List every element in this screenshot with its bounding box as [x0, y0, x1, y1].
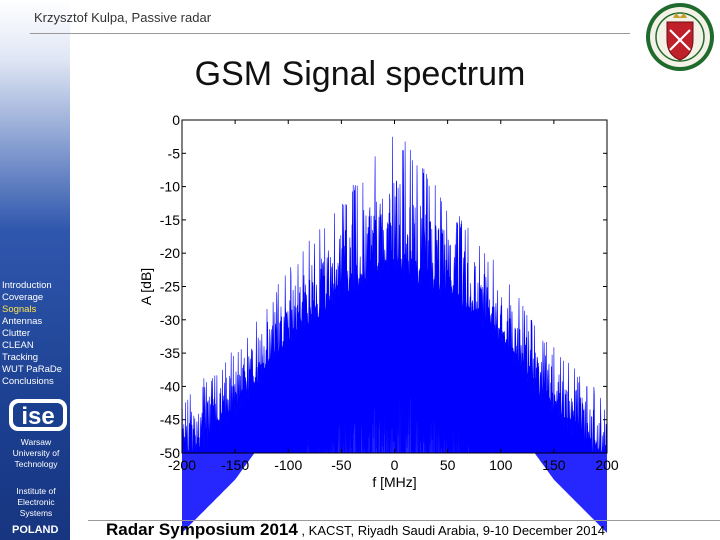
svg-text:ise: ise — [21, 403, 54, 430]
signal-dense-band — [182, 333, 607, 533]
sidebar-item-wut-parade[interactable]: WUT PaRaDe — [2, 364, 63, 375]
y-tick-label: -5 — [168, 145, 181, 161]
x-tick-label: 50 — [440, 457, 456, 473]
ise-logo-icon: ise — [9, 399, 67, 431]
x-tick-label: -200 — [168, 457, 196, 473]
university-name: Warsaw University of Technology — [0, 437, 72, 470]
header-divider — [30, 33, 630, 34]
institute-line: Institute of — [16, 486, 56, 496]
x-tick-label: 100 — [489, 457, 513, 473]
x-tick-label: -100 — [274, 457, 302, 473]
y-axis-label: A [dB] — [138, 268, 154, 305]
x-tick-label: 0 — [391, 457, 399, 473]
sidebar-item-clutter[interactable]: Clutter — [2, 328, 30, 339]
y-tick-label: -30 — [160, 312, 180, 328]
y-tick-label: -35 — [160, 345, 180, 361]
footer: Radar Symposium 2014 , KACST, Riyadh Sau… — [106, 520, 605, 540]
sidebar-nav: Introduction Coverage Sognals Antennas C… — [2, 280, 62, 388]
footer-details: , KACST, Riyadh Saudi Arabia, 9-10 Decem… — [297, 523, 605, 538]
sidebar-item-coverage[interactable]: Coverage — [2, 292, 44, 303]
x-tick-label: -150 — [221, 457, 249, 473]
y-tick-label: -40 — [160, 378, 180, 394]
slide-title: GSM Signal spectrum — [194, 55, 526, 93]
x-tick-label: 200 — [595, 457, 619, 473]
sidebar-item-signals[interactable]: Sognals — [2, 304, 37, 315]
y-tick-label: -50 — [160, 445, 180, 461]
y-tick-label: -10 — [160, 179, 180, 195]
y-tick-label: 0 — [172, 112, 180, 128]
university-crest-icon — [646, 3, 714, 71]
institute-name: Institute of Electronic Systems — [0, 486, 72, 519]
y-tick-label: -15 — [160, 212, 180, 228]
sidebar-item-tracking[interactable]: Tracking — [2, 352, 39, 363]
footer-event: Radar Symposium 2014 — [106, 520, 298, 539]
x-axis-label: f [MHz] — [372, 474, 416, 490]
y-tick-label: -20 — [160, 245, 180, 261]
x-tick-label: 150 — [542, 457, 566, 473]
y-tick-label: -25 — [160, 279, 180, 295]
author-header: Krzysztof Kulpa, Passive radar — [34, 10, 212, 25]
institute-line: Electronic — [17, 497, 55, 507]
university-line: Technology — [14, 459, 58, 469]
sidebar — [0, 0, 70, 540]
sidebar-item-conclusions[interactable]: Conclusions — [2, 376, 54, 387]
sidebar-item-introduction[interactable]: Introduction — [2, 280, 52, 291]
sidebar-item-antennas[interactable]: Antennas — [2, 316, 43, 327]
university-line: Warsaw — [20, 437, 52, 447]
y-tick-label: -45 — [160, 412, 180, 428]
university-line: University of — [12, 448, 60, 458]
institute-line: Systems — [19, 508, 53, 518]
sidebar-item-clean[interactable]: CLEAN — [2, 340, 34, 351]
x-tick-label: -50 — [331, 457, 351, 473]
footer-divider — [88, 520, 720, 521]
country-label: POLAND — [12, 524, 59, 536]
